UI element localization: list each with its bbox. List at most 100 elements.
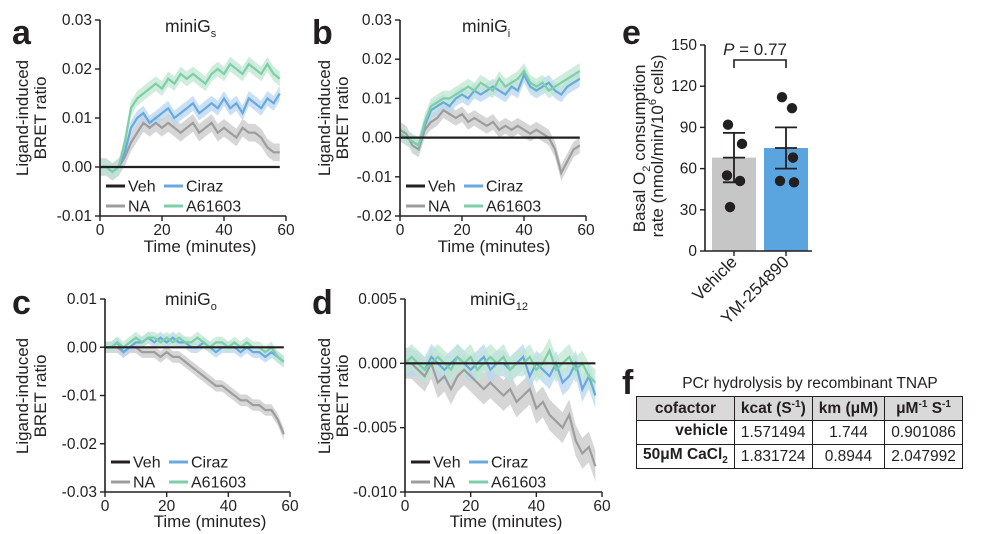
y-tick-label: 60 xyxy=(680,161,698,178)
cell-efficiency: 2.047992 xyxy=(884,444,963,469)
series-line-na xyxy=(105,346,285,435)
y-tick-label: -0.010 xyxy=(353,484,397,501)
sem-band-a61603 xyxy=(105,331,284,368)
table-row: vehicle 1.571494 1.744 0.901086 xyxy=(636,420,963,445)
x-tick-label: 40 xyxy=(215,222,233,239)
legend-label-na: NA xyxy=(428,199,451,216)
y-tick-label: 0.03 xyxy=(62,12,92,29)
x-tick-label: 60 xyxy=(577,222,595,239)
line-chart-b: -0.02 -0.01 0.00 0.01 0.02 0.03 0 20 40 60 Veh Cira… xyxy=(357,12,595,239)
panel-label-c: c xyxy=(12,284,31,322)
panel-label-d: d xyxy=(312,284,333,322)
y-tick-label: -0.01 xyxy=(57,208,92,225)
legend-label-ciraz: Ciraz xyxy=(186,179,223,196)
data-point xyxy=(734,175,746,187)
table-title: PCr hydrolysis by recombinant TNAP xyxy=(682,375,938,392)
y-tick-label: 0.01 xyxy=(67,291,97,308)
series-line-na xyxy=(399,108,581,176)
series-line-na xyxy=(405,360,597,467)
panel-label-a: a xyxy=(12,14,32,52)
data-point xyxy=(786,102,798,114)
y-axis-title-c: Ligand-inducedBRET ratio xyxy=(13,338,50,454)
legend: Veh Ciraz NA A61603 xyxy=(406,179,541,216)
x-axis-title-c: Time (minutes) xyxy=(154,512,267,531)
legend-label-a61603: A61603 xyxy=(486,199,541,216)
y-tick-label: 0.02 xyxy=(62,61,92,78)
legend: Veh Ciraz NA A61603 xyxy=(411,455,546,492)
legend-label-a61603: A61603 xyxy=(191,475,246,492)
legend-label-na: NA xyxy=(433,475,456,492)
series-line-ciraz xyxy=(100,92,281,174)
y-tick-label: 120 xyxy=(671,78,697,95)
cell-cofactor: 50μM CaCl2 xyxy=(636,444,735,469)
y-tick-label: 0.03 xyxy=(362,12,392,29)
table-header-row: cofactor kcat (S-1) km (μM) μM-1 S-1 xyxy=(636,396,963,421)
legend-label-veh: Veh xyxy=(428,179,456,196)
line-chart-c: -0.03 -0.02 -0.01 0.00 0.01 0 20 40 60 Veh Ciraz NA… xyxy=(62,291,299,515)
y-tick-label: 0.00 xyxy=(62,159,93,176)
y-axis-title-a: Ligand-inducedBRET ratio xyxy=(13,60,50,176)
data-point xyxy=(722,119,734,130)
panel-title-b: miniGi xyxy=(462,16,510,40)
x-tick-label: 0 xyxy=(396,222,405,239)
cell-efficiency: 0.901086 xyxy=(884,420,963,445)
x-axis-title-a: Time (minutes) xyxy=(144,237,257,256)
data-point xyxy=(774,175,786,187)
x-tick-label: 60 xyxy=(281,498,299,515)
line-chart-a: -0.01 0.00 0.01 0.02 0.03 0 20 40 60 Veh Ciraz NA A6… xyxy=(57,12,295,239)
legend-label-a61603: A61603 xyxy=(186,199,241,216)
panel-title-d: miniG12 xyxy=(470,289,528,313)
panel-title-c: miniGo xyxy=(165,289,217,313)
y-tick-label: -0.03 xyxy=(62,484,97,501)
legend-label-na: NA xyxy=(133,475,156,492)
header-efficiency: μM-1 S-1 xyxy=(884,396,963,421)
legend: Veh Ciraz NA A61603 xyxy=(106,179,241,216)
data-point xyxy=(776,91,788,103)
header-cofactor: cofactor xyxy=(636,396,735,421)
sem-band-ciraz xyxy=(100,86,280,180)
y-axis-title-d: Ligand-inducedBRET ratio xyxy=(315,338,352,454)
header-km: km (μM) xyxy=(811,396,886,421)
x-tick-label: 20 xyxy=(462,498,480,515)
legend-label-veh: Veh xyxy=(433,455,461,472)
x-tick-label: 0 xyxy=(96,222,105,239)
sem-band-a61603 xyxy=(100,56,280,180)
x-tick-label: 40 xyxy=(515,222,533,239)
y-tick-label: 0.01 xyxy=(62,110,92,127)
y-tick-label: 0.01 xyxy=(362,90,392,107)
panel-label-f: f xyxy=(622,364,634,402)
kinetics-table: cofactor kcat (S-1) km (μM) μM-1 S-1 veh… xyxy=(636,396,963,469)
legend-label-ciraz: Ciraz xyxy=(486,179,523,196)
y-tick-label: 0.02 xyxy=(362,51,392,68)
y-tick-label: -0.01 xyxy=(62,388,97,405)
y-tick-label: -0.02 xyxy=(62,436,97,453)
y-tick-label: 0.00 xyxy=(67,339,98,356)
y-tick-label: 30 xyxy=(680,202,698,219)
legend: Veh Ciraz NA A61603 xyxy=(111,455,246,492)
series-line-a61603 xyxy=(399,68,581,148)
sem-band-na xyxy=(405,347,596,482)
legend-label-veh: Veh xyxy=(133,455,161,472)
y-tick-label: -0.02 xyxy=(357,208,392,225)
x-tick-label: 20 xyxy=(153,222,171,239)
data-point xyxy=(787,152,799,163)
y-tick-label: 0.000 xyxy=(358,355,397,372)
x-tick-label: 40 xyxy=(220,498,238,515)
legend-label-ciraz: Ciraz xyxy=(191,455,228,472)
x-axis-title-b: Time (minutes) xyxy=(438,237,551,256)
legend-label-ciraz: Ciraz xyxy=(491,455,528,472)
legend-label-veh: Veh xyxy=(128,179,156,196)
y-axis-title-b: Ligand-inducedBRET ratio xyxy=(315,60,352,176)
data-point xyxy=(788,177,800,188)
y-tick-label: 0.005 xyxy=(358,291,397,308)
y-axis-title-e: Basal O2 consumption rate (nmol/min/106 … xyxy=(630,55,667,238)
legend-label-a61603: A61603 xyxy=(491,475,546,492)
p-value-annotation: P = 0.77 xyxy=(723,40,787,59)
panel-label-e: e xyxy=(622,14,641,52)
y-tick-label: -0.01 xyxy=(357,169,392,186)
x-tick-label: 20 xyxy=(453,222,471,239)
header-kcat: kcat (S-1) xyxy=(733,396,813,421)
series-line-na xyxy=(100,121,280,174)
